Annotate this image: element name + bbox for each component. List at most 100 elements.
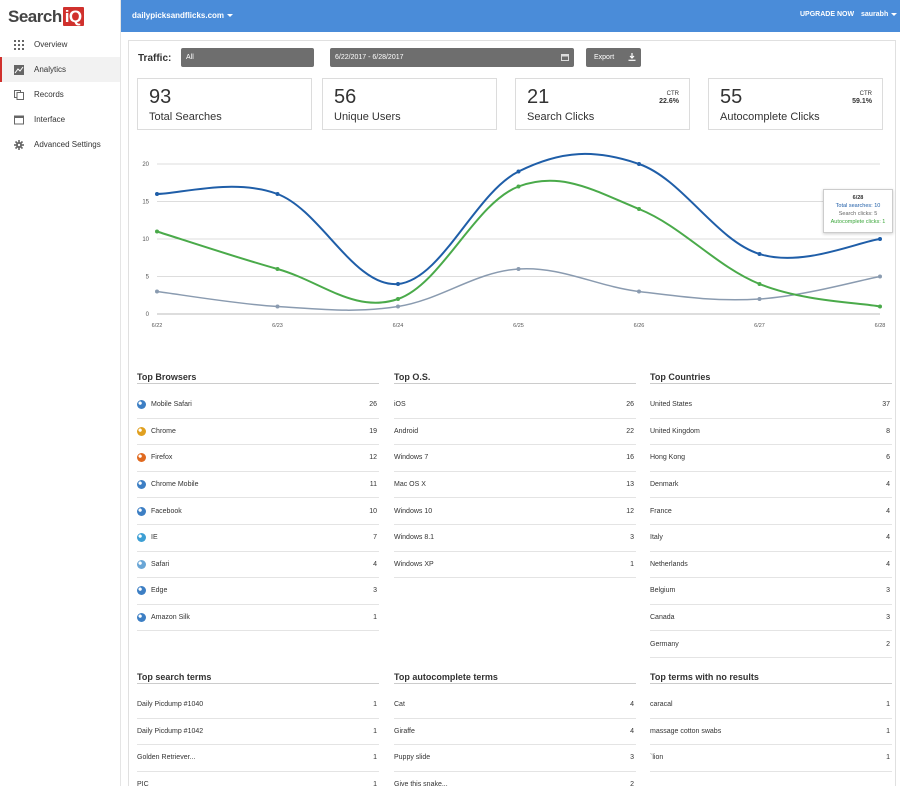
list-item-label: Firefox bbox=[151, 454, 173, 462]
data-point-total[interactable] bbox=[275, 192, 280, 196]
sidebar-item-analytics[interactable]: Analytics bbox=[0, 57, 120, 82]
data-point-clicks[interactable] bbox=[396, 304, 400, 309]
calendar-icon bbox=[561, 54, 569, 61]
stat-label: Unique Users bbox=[334, 111, 401, 123]
list-item-label-wrap: Windows XP bbox=[394, 561, 434, 568]
sidebar-item-label: Records bbox=[34, 90, 64, 99]
tooltip-date: 6/28 bbox=[852, 195, 864, 201]
data-point-autocomplete[interactable] bbox=[396, 297, 400, 301]
series-line-autocomplete bbox=[156, 179, 881, 308]
list-title: Top Countries bbox=[650, 372, 892, 384]
data-point-total[interactable] bbox=[878, 237, 882, 241]
tooltip-autocomplete: Autocomplete clicks: 1 bbox=[830, 219, 886, 225]
list-item: Chrome Mobile 11 bbox=[137, 472, 379, 499]
y-tick-label: 10 bbox=[142, 237, 149, 243]
list-item-label: Android bbox=[394, 427, 419, 435]
site-name: dailypicksandflicks.com bbox=[132, 11, 225, 20]
data-point-total[interactable] bbox=[757, 252, 762, 256]
top-search-terms-list: Top search terms Daily Picdump #1040 1 Dail… bbox=[137, 672, 379, 786]
data-point-clicks[interactable] bbox=[757, 297, 762, 301]
list-item-label-wrap: Netherlands bbox=[650, 561, 688, 568]
list-item-label-wrap: Give this snake... bbox=[394, 781, 448, 786]
series-line-clicks bbox=[156, 268, 881, 311]
list-item-label-wrap: Chrome bbox=[137, 426, 176, 436]
list-item-label-wrap: Hong Kong bbox=[650, 454, 685, 461]
user-menu[interactable]: saurabh bbox=[861, 11, 898, 18]
sidebar-item-advanced-settings[interactable]: Advanced Settings bbox=[0, 132, 120, 157]
browser-icon bbox=[137, 453, 146, 463]
list-item-label-wrap: Safari bbox=[137, 559, 169, 569]
data-point-total[interactable] bbox=[396, 282, 400, 286]
y-tick-label: 20 bbox=[142, 162, 149, 168]
data-point-total[interactable] bbox=[155, 192, 159, 196]
data-point-clicks[interactable] bbox=[155, 289, 159, 294]
browser-icon bbox=[137, 559, 146, 569]
list-item-count: 26 bbox=[626, 401, 634, 409]
sidebar-item-label: Overview bbox=[34, 40, 68, 49]
list-item-label: Puppy slide bbox=[394, 754, 431, 762]
list-item: Hong Kong 6 bbox=[650, 445, 892, 472]
y-tick-label: 5 bbox=[146, 275, 150, 281]
list-item: Canada 3 bbox=[650, 605, 892, 632]
site-selector[interactable]: dailypicksandflicks.com bbox=[132, 11, 234, 20]
x-tick-label: 6/24 bbox=[393, 323, 404, 329]
list-item-count: 1 bbox=[373, 727, 377, 735]
list-item-label: France bbox=[650, 507, 672, 515]
analytics-panel: Traffic: All 6/22/2017 - 6/28/2017 Expor… bbox=[128, 40, 896, 786]
download-icon bbox=[628, 53, 636, 61]
list-title: Top autocomplete terms bbox=[394, 672, 636, 684]
top-autocomplete-terms-list: Top autocomplete terms Cat 4 Giraffe 4 Puppy … bbox=[394, 672, 636, 786]
list-item-label: Giraffe bbox=[394, 727, 415, 735]
data-point-autocomplete[interactable] bbox=[637, 207, 641, 211]
tooltip-clicks: Search clicks: 5 bbox=[838, 211, 878, 217]
browser-icon bbox=[137, 400, 146, 410]
data-point-autocomplete[interactable] bbox=[155, 229, 159, 234]
data-point-autocomplete[interactable] bbox=[878, 304, 882, 309]
data-point-clicks[interactable] bbox=[275, 304, 280, 309]
list-item-label-wrap: Facebook bbox=[137, 506, 182, 516]
list-item-count: 4 bbox=[886, 507, 890, 515]
list-item-label: Golden Retriever... bbox=[137, 754, 196, 762]
data-point-total[interactable] bbox=[516, 169, 521, 174]
list-item-label: Amazon Silk bbox=[151, 614, 190, 622]
data-point-autocomplete[interactable] bbox=[516, 184, 521, 189]
list-item-count: 12 bbox=[369, 454, 377, 462]
data-point-autocomplete[interactable] bbox=[757, 282, 762, 286]
date-range-picker[interactable]: 6/22/2017 - 6/28/2017 bbox=[330, 48, 574, 67]
stat-value: 56 bbox=[334, 86, 357, 108]
sidebar-item-records[interactable]: Records bbox=[0, 82, 120, 107]
list-item-label: Hong Kong bbox=[650, 454, 686, 462]
list-item-label-wrap: Germany bbox=[650, 641, 679, 648]
list-item-label: Edge bbox=[151, 587, 168, 595]
ctr-value: 22.6% bbox=[659, 98, 679, 105]
data-point-autocomplete[interactable] bbox=[275, 267, 280, 271]
list-item-label: Windows XP bbox=[394, 560, 434, 568]
sidebar-item-interface[interactable]: Interface bbox=[0, 107, 120, 132]
upgrade-link[interactable]: UPGRADE NOW bbox=[800, 11, 855, 18]
copy-icon bbox=[14, 89, 24, 100]
list-item-count: 4 bbox=[630, 727, 634, 735]
list-item: United Kingdom 8 bbox=[650, 419, 892, 446]
traffic-select[interactable]: All bbox=[181, 48, 314, 67]
browser-icon bbox=[137, 613, 146, 623]
list-item-label-wrap: Belgium bbox=[650, 587, 675, 594]
data-point-clicks[interactable] bbox=[878, 274, 882, 279]
list-item-count: 11 bbox=[369, 481, 377, 489]
stat-card-unique-users: 56 Unique Users bbox=[322, 78, 497, 130]
list-item-label-wrap: Windows 10 bbox=[394, 508, 432, 515]
data-point-clicks[interactable] bbox=[516, 267, 521, 271]
export-label: Export bbox=[594, 54, 615, 61]
list-item-label: Windows 10 bbox=[394, 507, 433, 515]
list-item-label-wrap: Canada bbox=[650, 614, 675, 621]
list-item: Facebook 10 bbox=[137, 498, 379, 525]
list-item-count: 3 bbox=[630, 534, 634, 542]
app-logo[interactable]: Search iQ bbox=[0, 0, 120, 32]
list-item-label: United Kingdom bbox=[650, 427, 700, 435]
stat-label: Search Clicks bbox=[527, 111, 595, 123]
export-button[interactable]: Export bbox=[586, 48, 641, 67]
data-point-total[interactable] bbox=[637, 162, 641, 166]
list-item-label: Denmark bbox=[650, 481, 679, 489]
data-point-clicks[interactable] bbox=[637, 289, 641, 294]
sidebar-item-overview[interactable]: Overview bbox=[0, 32, 120, 57]
list-item: Windows 10 12 bbox=[394, 498, 636, 525]
